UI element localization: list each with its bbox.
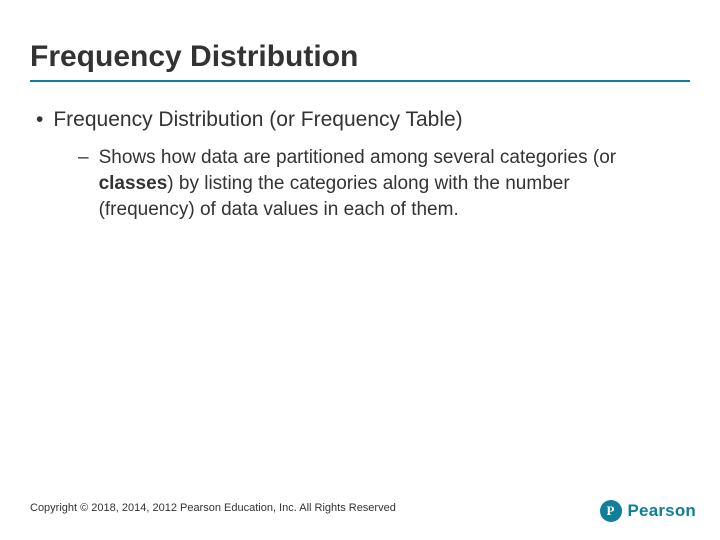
bullet-level-1: • Frequency Distribution (or Frequency T… <box>30 106 690 133</box>
brand-p-icon: P <box>600 500 622 522</box>
bullet-text: Frequency Distribution (or Frequency Tab… <box>53 106 462 133</box>
slide: Frequency Distribution • Frequency Distr… <box>0 0 720 540</box>
slide-title: Frequency Distribution <box>30 40 690 82</box>
brand-logo: P Pearson <box>600 500 697 522</box>
bullet-marker: • <box>36 106 43 133</box>
bullet-level-2: – Shows how data are partitioned among s… <box>30 145 690 222</box>
brand-name: Pearson <box>628 501 697 521</box>
bullet-text: Shows how data are partitioned among sev… <box>99 145 670 222</box>
copyright-footer: Copyright © 2018, 2014, 2012 Pearson Edu… <box>30 502 396 514</box>
bullet-marker: – <box>78 145 89 222</box>
